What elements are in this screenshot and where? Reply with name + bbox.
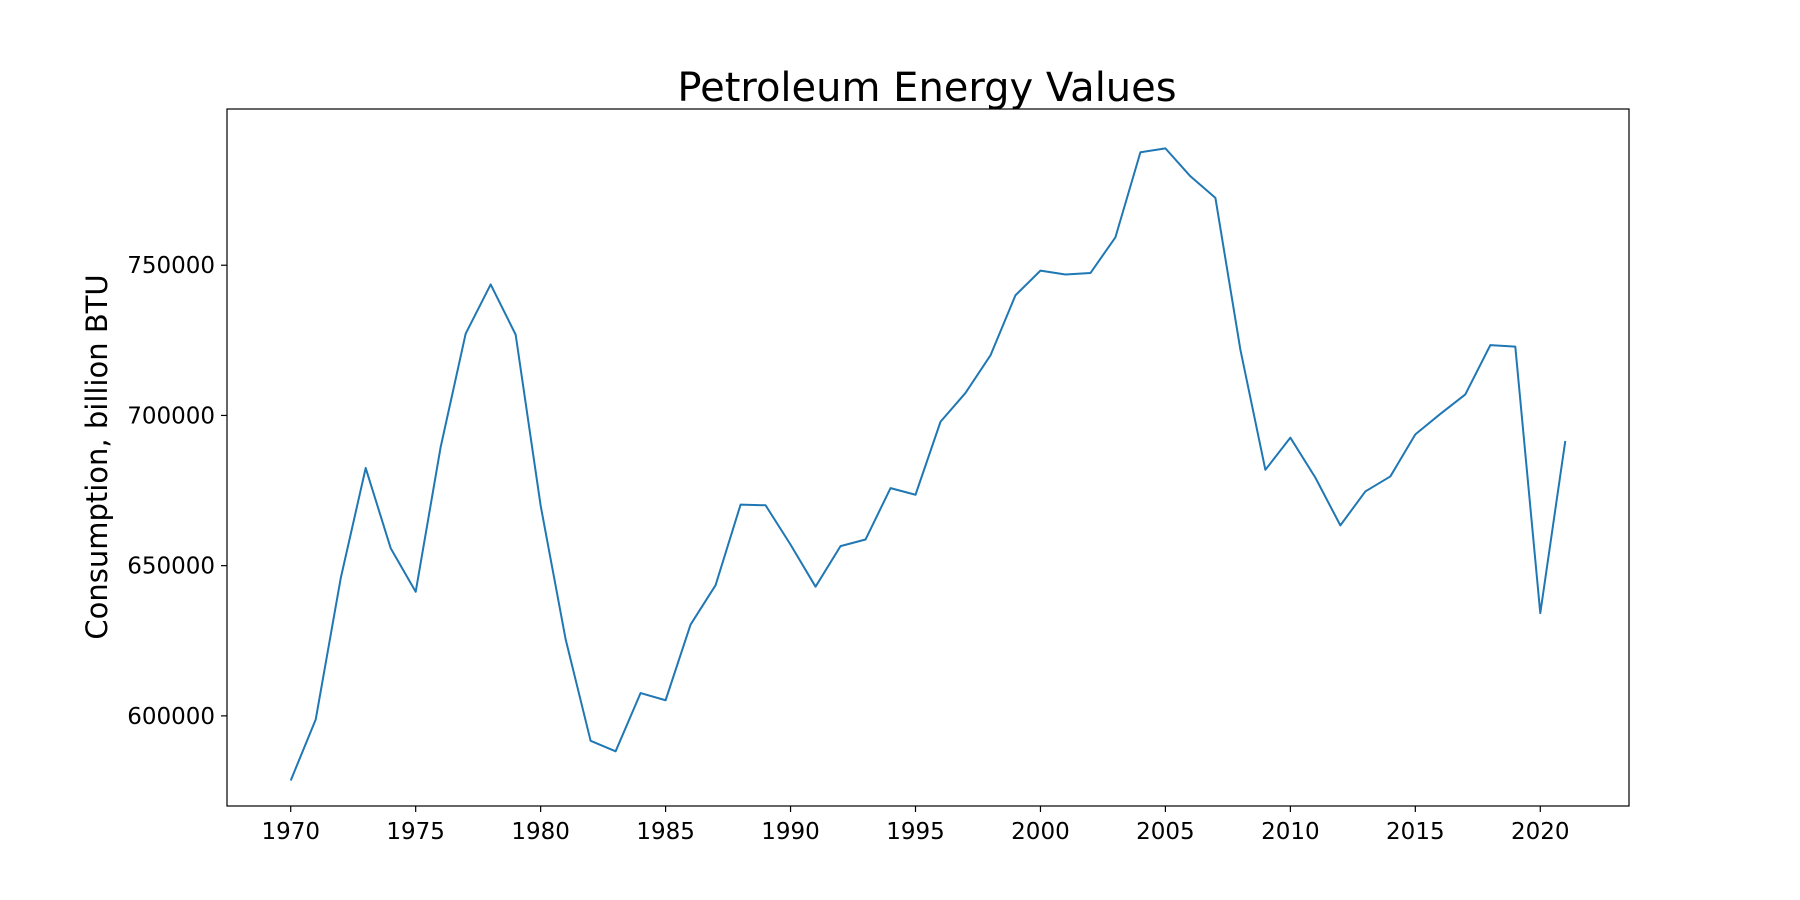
x-tick-label: 2010 (1261, 819, 1320, 845)
x-tick-label: 2005 (1136, 819, 1195, 845)
y-tick-label: 650000 (127, 554, 215, 580)
series-layer (289, 147, 1567, 781)
x-tick-label: 1985 (636, 819, 695, 845)
x-tick-label: 2015 (1386, 819, 1445, 845)
series-line (289, 147, 1567, 781)
x-tick-label: 2000 (1011, 819, 1070, 845)
x-tick-label: 1990 (761, 819, 820, 845)
x-tick-label: 1995 (886, 819, 945, 845)
y-tick-label: 750000 (127, 253, 215, 279)
x-tick-label: 1970 (261, 819, 320, 845)
x-axis-ticks: 1970 1975 1980 1985 1990 1995 2000 2005 2010 2015… (261, 806, 1570, 845)
y-tick-label: 600000 (127, 704, 215, 730)
plot-area-frame (226, 108, 1630, 807)
x-tick-label: 1980 (511, 819, 570, 845)
y-axis-ticks: 600000 650000 700000 750000 (127, 253, 227, 730)
y-tick-label: 700000 (127, 403, 215, 429)
x-tick-label: 2020 (1511, 819, 1570, 845)
chart-title: Petroleum Energy Values (677, 65, 1176, 111)
x-tick-label: 1975 (386, 819, 445, 845)
y-axis-label: Consumption, billion BTU (80, 274, 114, 639)
